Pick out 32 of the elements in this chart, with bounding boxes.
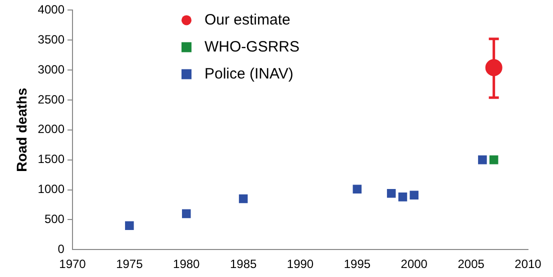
x-tick-label: 1980 [173,257,200,272]
y-tick-label: 2000 [38,122,65,136]
x-tick-label: 2000 [400,257,428,272]
point [398,192,408,202]
y-tick-label: 4000 [38,2,65,17]
point [125,221,134,230]
x-tick-label: 1985 [230,257,257,272]
legend-label: WHO-GSRRS [204,38,300,56]
point [238,194,248,204]
y-tick-label: 3500 [38,32,65,46]
y-tick-label: 1500 [38,152,65,166]
point [386,188,396,198]
point [352,184,362,194]
point [478,155,487,164]
point [182,209,191,218]
x-tick-label: 1990 [286,257,314,272]
y-tick-label: 500 [44,212,65,226]
legend-label: Police (INAV) [204,65,294,82]
legend-label: Our estimate [204,11,290,28]
y-tick-label: 2500 [38,92,65,106]
y-axis-title: Road deaths [13,88,30,172]
point [410,190,419,200]
y-tick-label: 3000 [38,62,65,76]
point [485,59,502,76]
x-tick-label: 2005 [458,257,485,272]
y-tick-label: 0 [58,242,65,256]
point [489,155,498,164]
x-tick-label: 2010 [514,257,542,272]
x-tick-label: 1975 [116,257,144,272]
y-tick-label: 1000 [38,182,65,196]
x-tick-label: 1995 [344,257,371,272]
x-tick-label: 1970 [59,257,86,272]
